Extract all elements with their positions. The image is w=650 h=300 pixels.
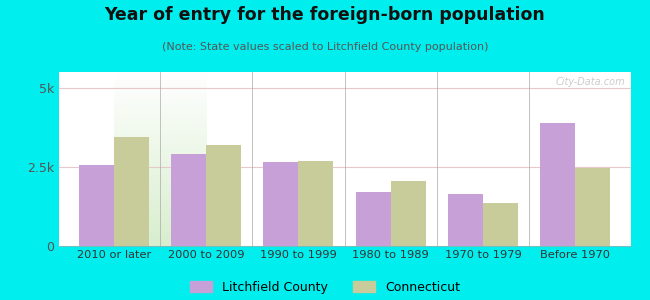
Bar — [171, 154, 206, 246]
Bar — [206, 145, 241, 246]
Bar — [79, 165, 114, 246]
Text: City-Data.com: City-Data.com — [555, 77, 625, 87]
Bar — [114, 137, 149, 246]
Bar — [356, 192, 391, 246]
Bar — [575, 169, 610, 246]
Legend: Litchfield County, Connecticut: Litchfield County, Connecticut — [190, 281, 460, 294]
Bar — [298, 160, 333, 246]
Bar — [263, 162, 298, 246]
Bar — [448, 194, 483, 246]
Bar — [391, 181, 426, 246]
Text: (Note: State values scaled to Litchfield County population): (Note: State values scaled to Litchfield… — [162, 42, 488, 52]
Bar — [540, 123, 575, 246]
Text: Year of entry for the foreign-born population: Year of entry for the foreign-born popul… — [105, 6, 545, 24]
Bar — [483, 203, 518, 246]
